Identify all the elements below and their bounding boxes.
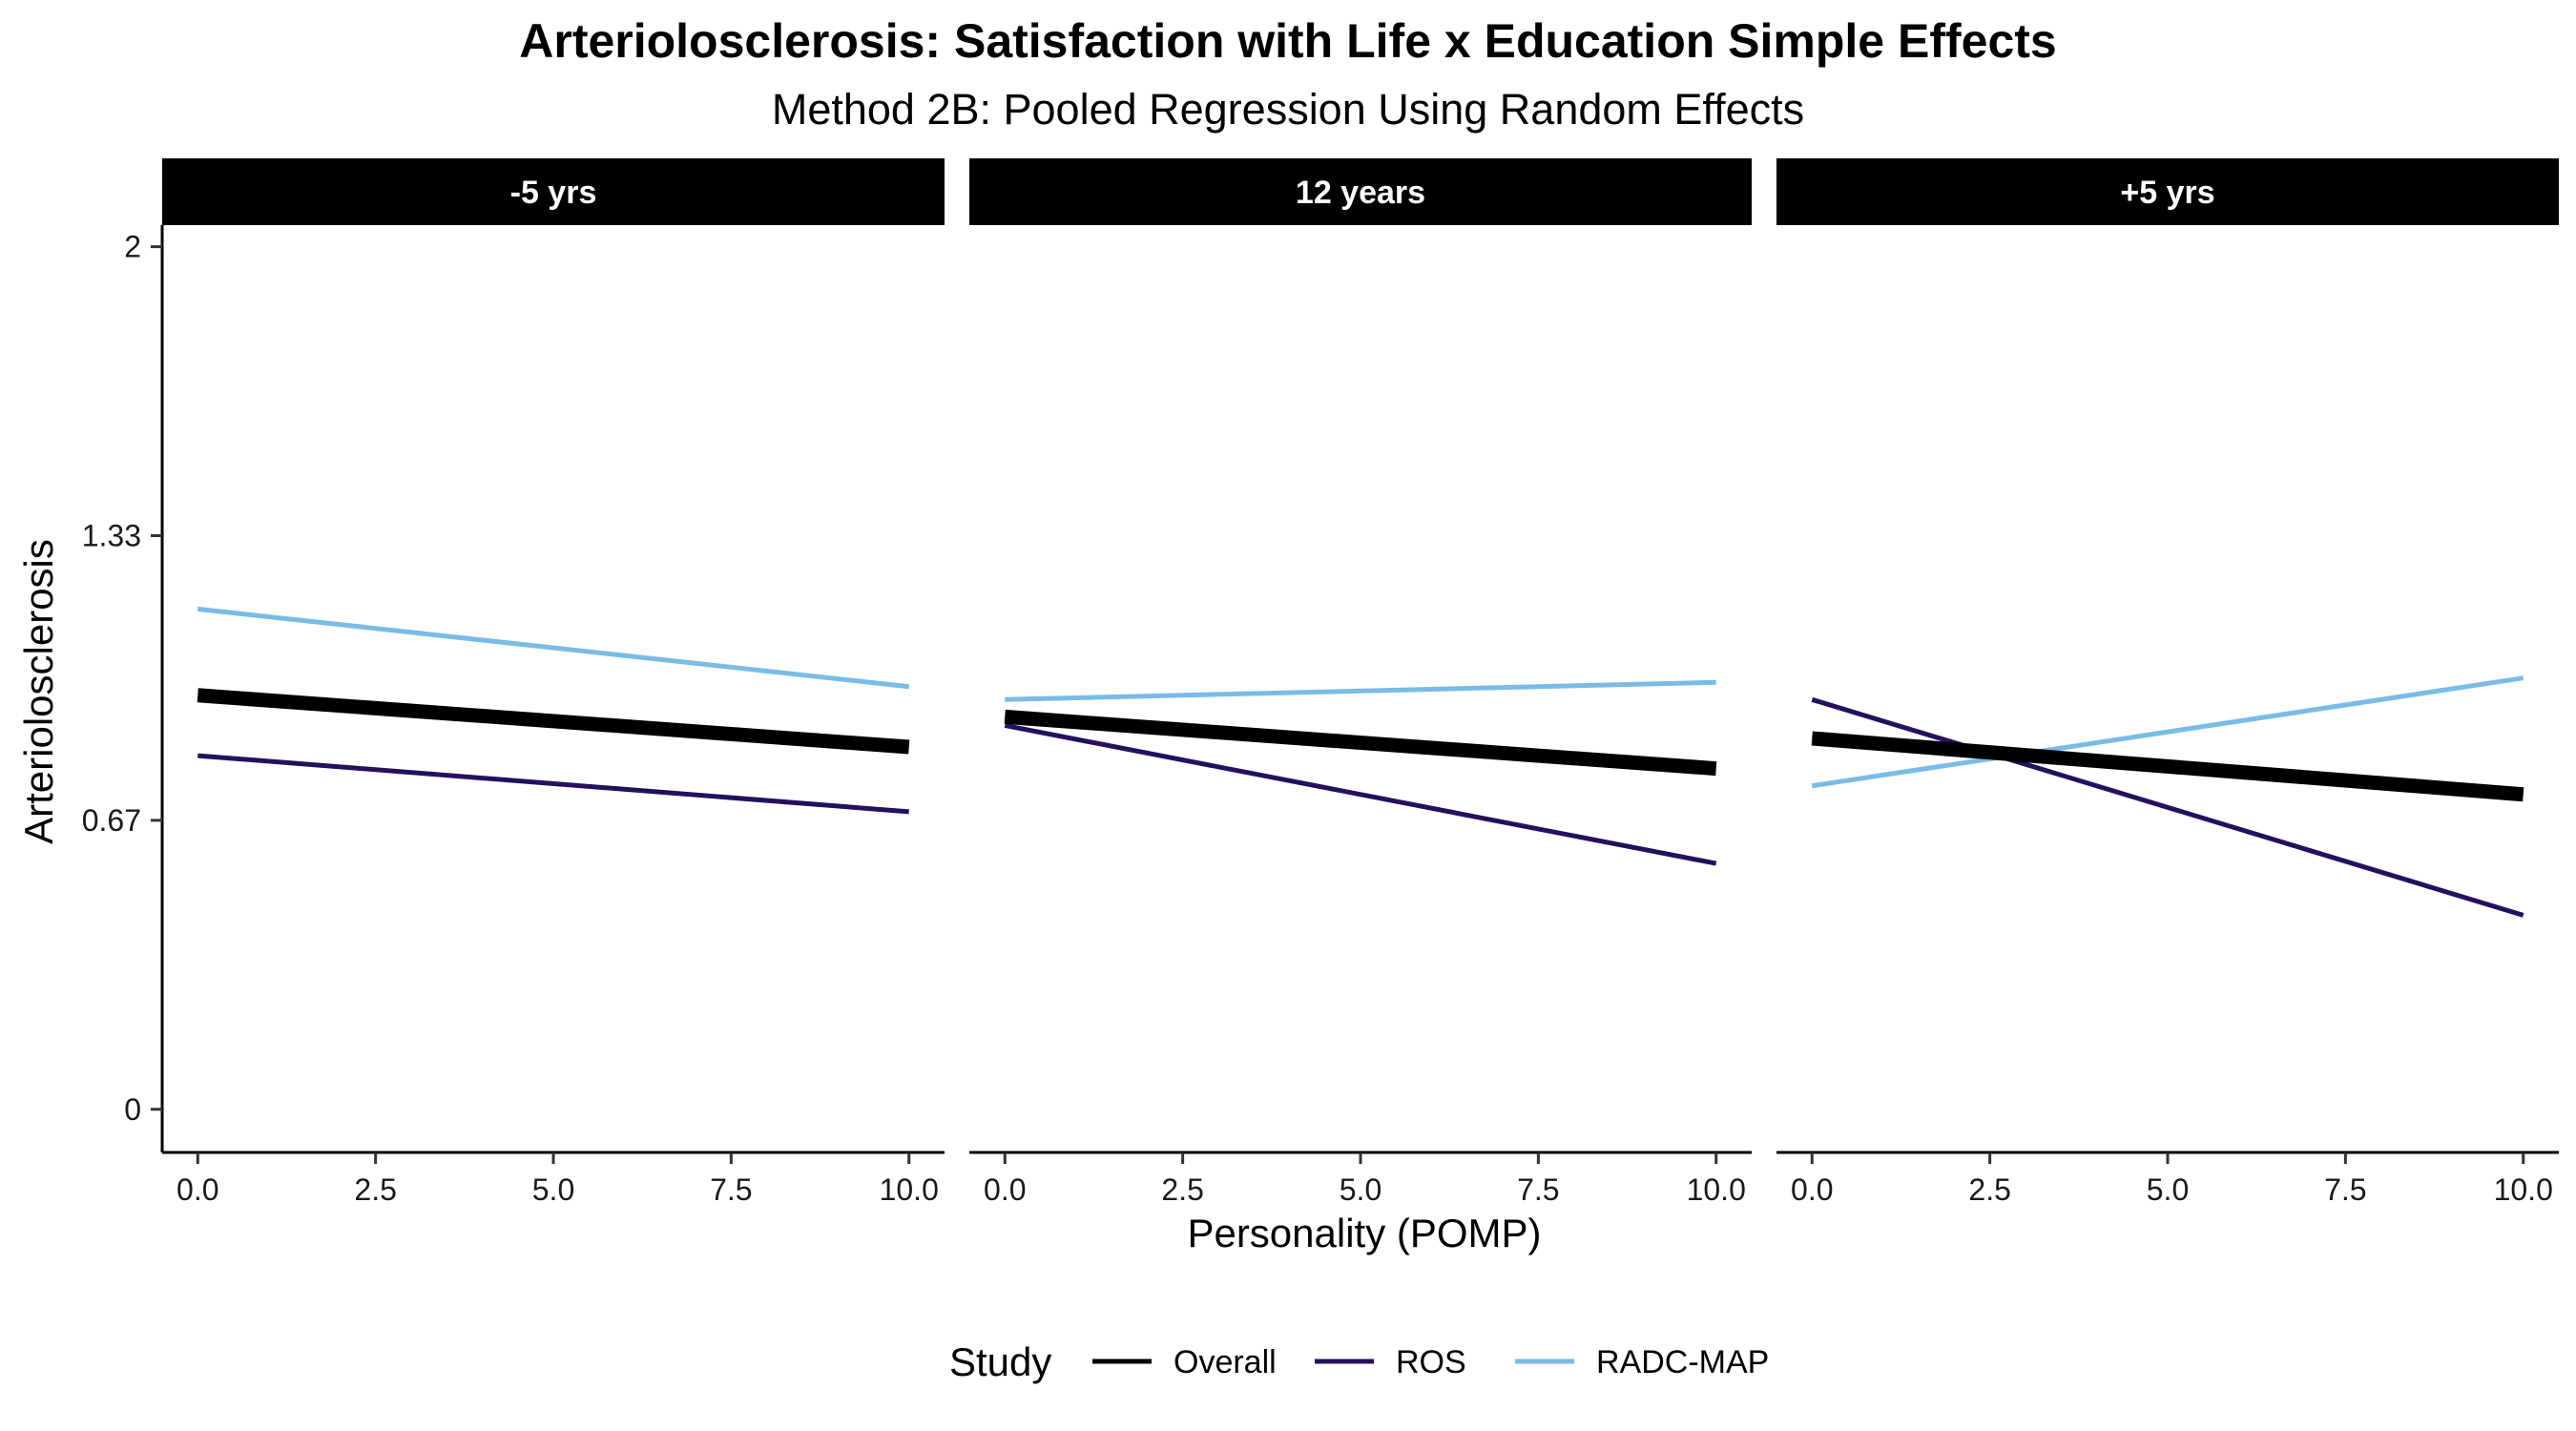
legend-label: RADC-MAP — [1596, 1344, 1769, 1380]
x-tick-label: 0.0 — [177, 1172, 218, 1207]
facet-strip-label: 12 years — [1296, 175, 1425, 211]
facet-strip — [969, 158, 1752, 225]
x-axis-title: Personality (POMP) — [1187, 1211, 1541, 1255]
series-line-overall — [1811, 731, 2524, 802]
facet-panels: -5 yrs 0.0 2.5 5.0 7.5 10.0 12 years 0.0 2.5 5.0 7… — [162, 158, 2559, 1207]
y-tick-label: 0.67 — [82, 803, 141, 838]
x-tick-label: 10.0 — [1687, 1172, 1746, 1207]
facet-panel: +5 yrs 0.0 2.5 5.0 7.5 10.0 — [1776, 158, 2559, 1207]
chart-subtitle: Method 2B: Pooled Regression Using Rando… — [772, 85, 1804, 134]
x-tick-label: 2.5 — [354, 1172, 396, 1207]
legend-label: ROS — [1396, 1344, 1466, 1380]
x-tick-label: 2.5 — [1968, 1172, 2010, 1207]
x-tick-label: 10.0 — [880, 1172, 939, 1207]
y-tick-label: 1.33 — [82, 519, 141, 553]
x-tick-label: 5.0 — [2147, 1172, 2189, 1207]
x-tick-label: 5.0 — [1340, 1172, 1381, 1207]
x-tick-label: 0.0 — [1791, 1172, 1833, 1207]
legend-title: Study — [949, 1339, 1051, 1384]
x-tick-label: 7.5 — [2324, 1172, 2366, 1207]
x-tick-label: 10.0 — [2494, 1172, 2553, 1207]
y-axis-title: Arteriolosclerosis — [16, 539, 61, 844]
x-tick-label: 7.5 — [1517, 1172, 1559, 1207]
series-line-radc-map — [1005, 679, 1716, 702]
x-tick-label: 0.0 — [984, 1172, 1026, 1207]
y-tick-label: 2 — [124, 230, 141, 264]
facet-strip — [162, 158, 945, 225]
series-line-overall — [1004, 709, 1717, 777]
facet-strip-label: +5 yrs — [2120, 175, 2214, 211]
x-tick-label: 5.0 — [532, 1172, 574, 1207]
series-line-ros — [197, 753, 909, 815]
series-line-ros — [1004, 722, 1717, 866]
facet-strip — [1776, 158, 2559, 225]
series-line-radc-map — [1811, 675, 2524, 789]
y-tick-label: 0 — [124, 1092, 141, 1127]
facet-strip-label: -5 yrs — [510, 175, 597, 211]
chart-title: Arteriolosclerosis: Satisfaction with Li… — [519, 14, 2056, 68]
series-line-ros — [1811, 696, 2524, 918]
x-tick-label: 7.5 — [710, 1172, 752, 1207]
legend: Study Overall ROS RADC-MAP — [949, 1339, 1769, 1384]
legend-label: Overall — [1174, 1344, 1277, 1380]
facet-panel: 12 years 0.0 2.5 5.0 7.5 10.0 — [969, 158, 1752, 1207]
series-line-overall — [197, 688, 910, 755]
x-tick-label: 2.5 — [1161, 1172, 1203, 1207]
facet-panel: -5 yrs 0.0 2.5 5.0 7.5 10.0 — [162, 158, 945, 1207]
series-line-radc-map — [197, 606, 909, 690]
y-axis: 0 0.67 1.33 2 — [82, 225, 164, 1152]
